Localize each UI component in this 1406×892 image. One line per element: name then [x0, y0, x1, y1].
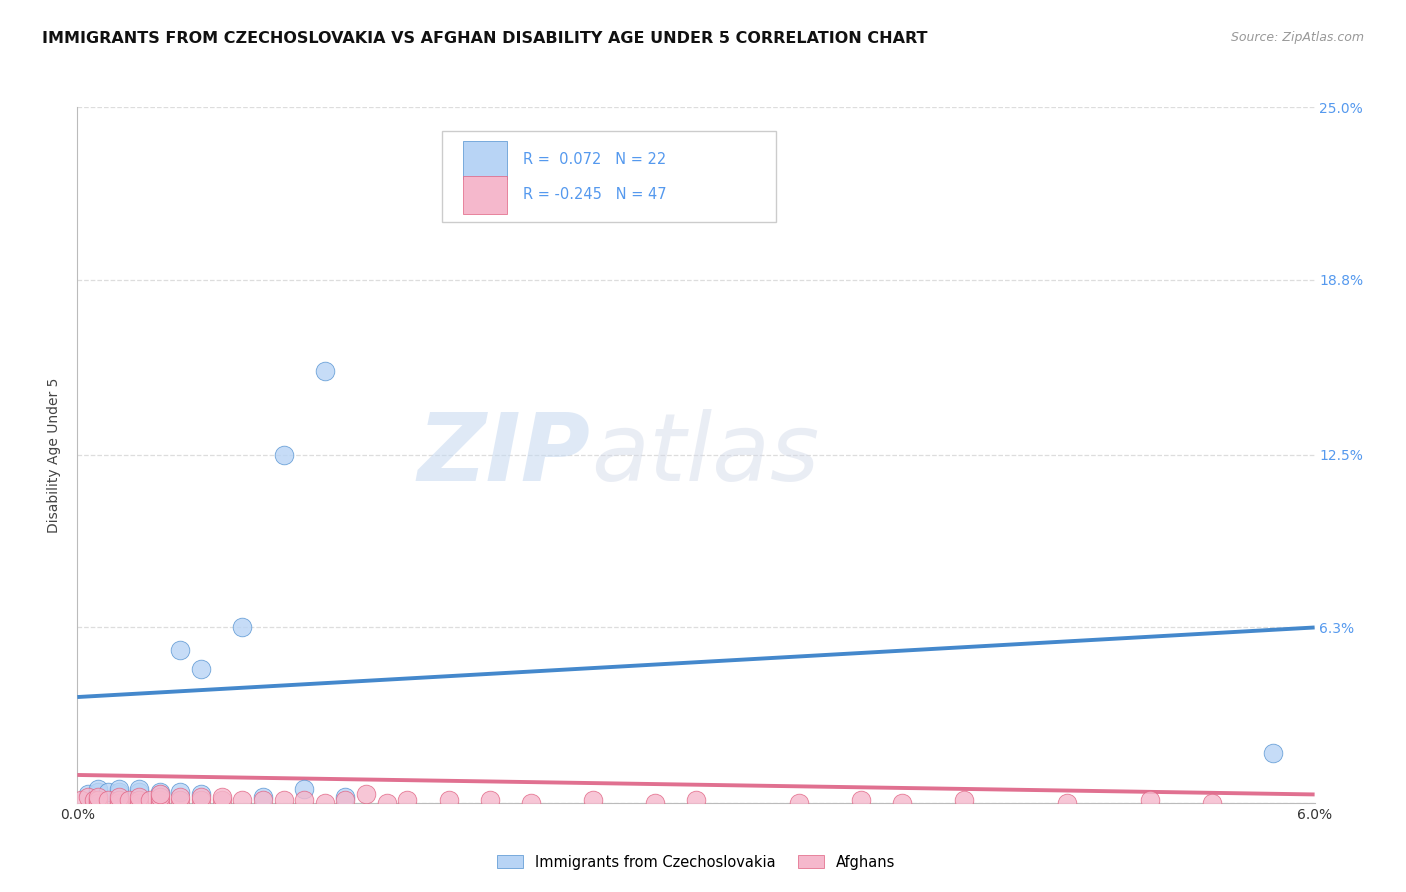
Point — [520, 796, 543, 810]
FancyBboxPatch shape — [464, 141, 506, 179]
FancyBboxPatch shape — [443, 131, 776, 222]
Point — [87, 796, 110, 810]
Point — [335, 790, 357, 805]
Point — [70, 793, 93, 807]
Point — [76, 790, 98, 805]
Point — [1201, 796, 1223, 810]
Point — [582, 793, 605, 807]
Point — [107, 796, 129, 810]
Point — [314, 364, 336, 378]
Point — [787, 796, 810, 810]
Point — [87, 785, 110, 799]
Point — [118, 793, 141, 807]
Point — [335, 793, 357, 807]
Point — [128, 793, 150, 807]
Point — [149, 790, 172, 805]
Point — [231, 793, 253, 807]
Point — [1263, 746, 1285, 760]
Point — [128, 785, 150, 799]
Point — [1056, 796, 1078, 810]
Point — [211, 790, 233, 805]
Point — [87, 790, 110, 805]
FancyBboxPatch shape — [464, 176, 506, 214]
Point — [97, 793, 120, 807]
Y-axis label: Disability Age Under 5: Disability Age Under 5 — [48, 377, 62, 533]
Point — [128, 790, 150, 805]
Point — [437, 793, 460, 807]
Text: R = -0.245   N = 47: R = -0.245 N = 47 — [523, 187, 666, 202]
Point — [292, 781, 315, 796]
Point — [149, 793, 172, 807]
Point — [273, 448, 295, 462]
Point — [107, 790, 129, 805]
Point — [169, 785, 191, 799]
Point — [107, 781, 129, 796]
Text: ZIP: ZIP — [418, 409, 591, 501]
Point — [953, 793, 976, 807]
Point — [169, 642, 191, 657]
Point — [169, 793, 191, 807]
Point — [685, 793, 707, 807]
Point — [149, 785, 172, 799]
Point — [107, 785, 129, 799]
Point — [891, 796, 914, 810]
Point — [849, 793, 872, 807]
Point — [252, 790, 274, 805]
Point — [149, 796, 172, 810]
Point — [149, 788, 172, 802]
Point — [190, 793, 212, 807]
Point — [231, 620, 253, 634]
Point — [97, 785, 120, 799]
Point — [292, 793, 315, 807]
Point — [128, 781, 150, 796]
Point — [1139, 793, 1161, 807]
Point — [128, 796, 150, 810]
Point — [169, 790, 191, 805]
Point — [644, 796, 666, 810]
Point — [396, 793, 419, 807]
Text: R =  0.072   N = 22: R = 0.072 N = 22 — [523, 153, 666, 168]
Text: Source: ZipAtlas.com: Source: ZipAtlas.com — [1230, 31, 1364, 45]
Text: atlas: atlas — [591, 409, 820, 500]
Point — [76, 788, 98, 802]
Point — [190, 662, 212, 676]
Point — [252, 793, 274, 807]
Point — [478, 793, 501, 807]
Point — [138, 793, 160, 807]
Point — [107, 788, 129, 802]
Point — [149, 788, 172, 802]
Point — [190, 788, 212, 802]
Point — [190, 790, 212, 805]
Legend: Immigrants from Czechoslovakia, Afghans: Immigrants from Czechoslovakia, Afghans — [491, 849, 901, 876]
Point — [107, 793, 129, 807]
Point — [83, 793, 105, 807]
Point — [211, 793, 233, 807]
Point — [375, 796, 398, 810]
Point — [314, 796, 336, 810]
Point — [87, 781, 110, 796]
Point — [87, 793, 110, 807]
Point — [354, 788, 377, 802]
Point — [273, 793, 295, 807]
Text: IMMIGRANTS FROM CZECHOSLOVAKIA VS AFGHAN DISABILITY AGE UNDER 5 CORRELATION CHAR: IMMIGRANTS FROM CZECHOSLOVAKIA VS AFGHAN… — [42, 31, 928, 46]
